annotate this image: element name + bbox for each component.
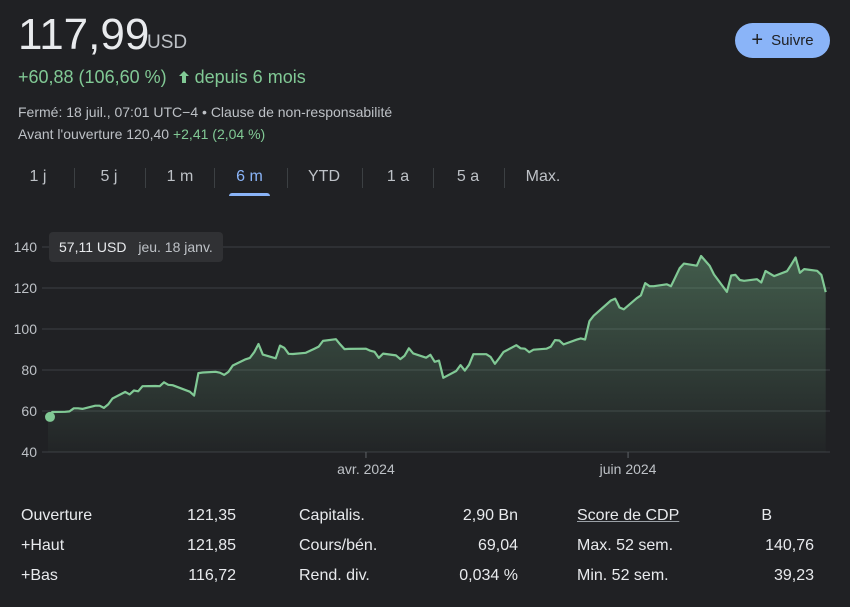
stat-value-mktcap: 2,90 Bn: [462, 507, 518, 524]
stat-value-52low: 39,23: [773, 567, 814, 584]
y-tick-label: 120: [14, 280, 38, 296]
tab-max[interactable]: Max.: [525, 168, 561, 185]
y-tick-label: 100: [14, 321, 38, 337]
stat-label-mktcap: Capitalis.: [299, 507, 365, 524]
plus-icon: +: [751, 28, 764, 51]
stat-label-div: Rend. div.: [299, 567, 370, 584]
price-chart[interactable]: 40 60 80 100 120 140 avr. 2024 juin 2024: [0, 225, 850, 485]
x-tick-label: juin 2024: [599, 461, 657, 477]
tab-divider: [145, 168, 146, 188]
stat-value-cdp: B: [761, 507, 772, 524]
price-area: [48, 256, 826, 452]
y-tick-label: 40: [21, 444, 37, 460]
chart-tooltip: 57,11 USD jeu. 18 janv.: [49, 232, 223, 262]
tab-1y[interactable]: 1 a: [386, 168, 410, 185]
x-tick-label: avr. 2024: [337, 461, 395, 477]
tab-ytd[interactable]: YTD: [308, 168, 340, 185]
stat-label-low: +Bas: [21, 567, 58, 584]
y-tick-label: 60: [21, 403, 37, 419]
closed-info: Fermé: 18 juil., 07:01 UTC−4 • Clause de…: [18, 104, 393, 120]
tab-5y[interactable]: 5 a: [456, 168, 480, 185]
stat-value-div: 0,034 %: [459, 567, 518, 584]
stat-value-52high: 140,76: [765, 537, 814, 554]
y-tick-label: 140: [14, 239, 38, 255]
tab-1m[interactable]: 1 m: [166, 168, 194, 185]
tab-divider: [362, 168, 363, 188]
follow-label: Suivre: [771, 32, 814, 49]
preopen-change: +2,41 (2,04 %): [172, 126, 266, 142]
currency-label: USD: [147, 32, 188, 53]
tooltip-date: jeu. 18 janv.: [138, 239, 213, 255]
stat-label-52low: Min. 52 sem.: [577, 567, 669, 584]
tab-divider: [287, 168, 288, 188]
x-axis: avr. 2024 juin 2024: [337, 452, 657, 477]
y-axis: 40 60 80 100 120 140: [14, 239, 38, 460]
price-change-value: +60,88 (106,60 %): [18, 67, 167, 87]
stat-label-high: +Haut: [21, 537, 65, 554]
price-line: [47, 254, 827, 418]
tab-divider: [214, 168, 215, 188]
stat-label-open: Ouverture: [21, 507, 93, 524]
price-change-period: depuis 6 mois: [194, 67, 306, 87]
follow-button[interactable]: + Suivre: [735, 23, 830, 58]
preopen-info: Avant l'ouverture 120,40 +2,41 (2,04 %): [18, 126, 265, 142]
stat-value-open: 121,35: [187, 507, 236, 524]
stat-value-low: 116,72: [188, 567, 236, 584]
y-tick-label: 80: [21, 362, 37, 378]
tab-5d[interactable]: 5 j: [100, 168, 118, 185]
stat-label-pe: Cours/bén.: [299, 537, 378, 554]
tooltip-value: 57,11 USD: [59, 239, 127, 255]
tab-divider: [504, 168, 505, 188]
range-tabs: 1 j 5 j 1 m 6 m YTD 1 a 5 a Max.: [0, 160, 600, 196]
tab-1d[interactable]: 1 j: [29, 168, 47, 185]
hover-point: [45, 411, 55, 422]
price-change: +60,88 (106,60 %) depuis 6 mois: [18, 67, 306, 88]
stat-label-cdp[interactable]: Score de CDP: [577, 507, 680, 524]
stat-value-high: 121,85: [187, 537, 236, 554]
tab-divider: [74, 168, 75, 188]
key-stats: Ouverture 121,35 +Haut 121,85 +Bas 116,7…: [0, 507, 850, 597]
tab-divider: [433, 168, 434, 188]
tab-6m[interactable]: 6 m: [229, 160, 270, 196]
current-price: 117,99: [18, 10, 150, 59]
stat-value-pe: 69,04: [477, 537, 518, 554]
stat-label-52high: Max. 52 sem.: [577, 537, 674, 554]
arrow-up-icon: [178, 67, 190, 88]
preopen-label: Avant l'ouverture 120,40: [18, 126, 170, 142]
